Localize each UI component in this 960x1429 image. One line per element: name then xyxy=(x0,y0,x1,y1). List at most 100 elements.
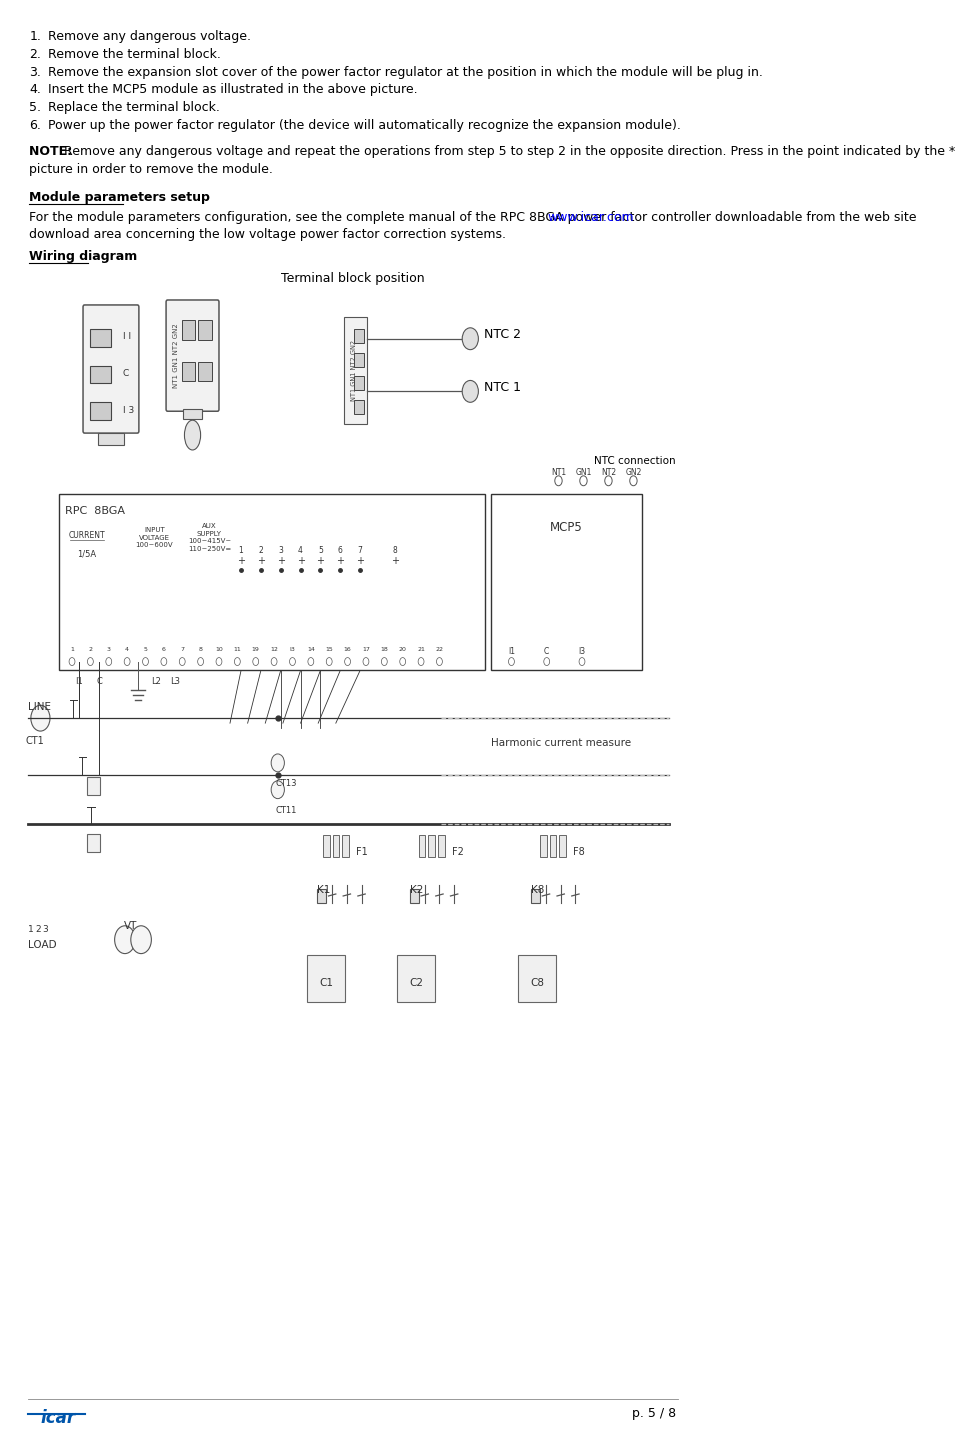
Text: 2: 2 xyxy=(88,647,92,652)
Text: MCP5: MCP5 xyxy=(550,522,583,534)
Text: K1: K1 xyxy=(318,885,331,895)
Text: Power up the power factor regulator (the device will automatically recognize the: Power up the power factor regulator (the… xyxy=(48,119,681,133)
Bar xyxy=(354,400,364,414)
Bar xyxy=(344,317,368,424)
Text: Module parameters setup: Module parameters setup xyxy=(30,190,210,204)
Circle shape xyxy=(462,327,478,350)
Bar xyxy=(324,836,330,857)
Text: 15: 15 xyxy=(325,647,333,652)
Text: I1: I1 xyxy=(508,647,515,656)
Circle shape xyxy=(216,657,222,666)
Text: 4.: 4. xyxy=(30,83,41,96)
Text: 10: 10 xyxy=(215,647,223,652)
Circle shape xyxy=(419,657,424,666)
Text: 6: 6 xyxy=(338,546,343,556)
Bar xyxy=(183,409,203,419)
Text: NOTE:: NOTE: xyxy=(30,144,77,159)
Text: K8: K8 xyxy=(531,885,544,895)
Bar xyxy=(333,836,340,857)
Bar xyxy=(98,433,124,444)
Text: 1: 1 xyxy=(70,647,74,652)
Text: 16: 16 xyxy=(344,647,351,652)
Circle shape xyxy=(555,476,563,486)
Text: Remove any dangerous voltage.: Remove any dangerous voltage. xyxy=(48,30,251,43)
Text: 4: 4 xyxy=(125,647,130,652)
Text: K2: K2 xyxy=(410,885,423,895)
Bar xyxy=(86,835,100,852)
Text: Terminal block position: Terminal block position xyxy=(281,272,424,286)
Circle shape xyxy=(271,755,284,772)
Text: I1: I1 xyxy=(75,677,83,686)
Bar xyxy=(438,836,444,857)
Text: INPUT
VOLTAGE
100~600V: INPUT VOLTAGE 100~600V xyxy=(135,527,173,549)
Text: NTC 1: NTC 1 xyxy=(484,382,520,394)
Text: 21: 21 xyxy=(418,647,425,652)
Bar xyxy=(354,376,364,390)
Text: 22: 22 xyxy=(436,647,444,652)
Text: 11: 11 xyxy=(233,647,241,652)
Circle shape xyxy=(308,657,314,666)
Text: Remove any dangerous voltage and repeat the operations from step 5 to step 2 in : Remove any dangerous voltage and repeat … xyxy=(64,144,960,159)
Text: For the module parameters configuration, see the complete manual of the RPC 8BGA: For the module parameters configuration,… xyxy=(30,210,921,223)
Text: L2: L2 xyxy=(152,677,161,686)
Circle shape xyxy=(363,657,369,666)
Circle shape xyxy=(106,657,111,666)
Text: C: C xyxy=(96,677,102,686)
Text: NT1: NT1 xyxy=(551,467,566,477)
Text: 7: 7 xyxy=(180,647,184,652)
Text: 20: 20 xyxy=(398,647,407,652)
Text: GN1: GN1 xyxy=(575,467,591,477)
FancyBboxPatch shape xyxy=(83,304,139,433)
Text: C8: C8 xyxy=(530,979,544,989)
Bar xyxy=(343,836,349,857)
Text: I I: I I xyxy=(123,332,131,342)
Bar xyxy=(90,329,111,347)
Circle shape xyxy=(271,657,277,666)
Bar xyxy=(182,362,196,382)
Text: CT1: CT1 xyxy=(26,736,44,746)
Text: Remove the terminal block.: Remove the terminal block. xyxy=(48,47,221,60)
Circle shape xyxy=(234,657,240,666)
Circle shape xyxy=(142,657,149,666)
Text: NTC 2: NTC 2 xyxy=(484,329,520,342)
Circle shape xyxy=(31,706,50,732)
Circle shape xyxy=(69,657,75,666)
Bar xyxy=(307,955,346,1002)
Text: L3: L3 xyxy=(170,677,180,686)
Bar xyxy=(396,955,435,1002)
Text: 1.: 1. xyxy=(30,30,41,43)
Text: +: + xyxy=(297,556,304,566)
Text: +: + xyxy=(336,556,345,566)
Bar xyxy=(354,353,364,367)
Bar xyxy=(531,889,540,903)
Text: 8: 8 xyxy=(199,647,203,652)
Text: Replace the terminal block.: Replace the terminal block. xyxy=(48,101,220,114)
Text: 2.: 2. xyxy=(30,47,41,60)
Circle shape xyxy=(580,476,588,486)
Text: 3: 3 xyxy=(107,647,110,652)
Bar xyxy=(428,836,435,857)
Text: GN2: GN2 xyxy=(625,467,641,477)
Text: 14: 14 xyxy=(307,647,315,652)
Text: 5: 5 xyxy=(318,546,323,556)
Text: I3: I3 xyxy=(579,647,586,656)
Text: Remove the expansion slot cover of the power factor regulator at the position in: Remove the expansion slot cover of the p… xyxy=(48,66,762,79)
Text: +: + xyxy=(356,556,364,566)
Circle shape xyxy=(605,476,612,486)
Bar xyxy=(182,320,196,340)
Text: icar: icar xyxy=(40,1409,76,1426)
Bar xyxy=(86,777,100,795)
Text: 8: 8 xyxy=(393,546,397,556)
Circle shape xyxy=(437,657,443,666)
Text: 2: 2 xyxy=(258,546,263,556)
Bar xyxy=(560,836,565,857)
Circle shape xyxy=(509,657,515,666)
Text: picture in order to remove the module.: picture in order to remove the module. xyxy=(30,163,274,176)
Text: Wiring diagram: Wiring diagram xyxy=(30,250,137,263)
Text: LOAD: LOAD xyxy=(28,940,57,950)
Text: CT13: CT13 xyxy=(276,779,297,787)
Text: p. 5 / 8: p. 5 / 8 xyxy=(632,1406,676,1419)
Circle shape xyxy=(124,657,130,666)
Text: F2: F2 xyxy=(452,847,464,857)
Text: 7: 7 xyxy=(358,546,363,556)
